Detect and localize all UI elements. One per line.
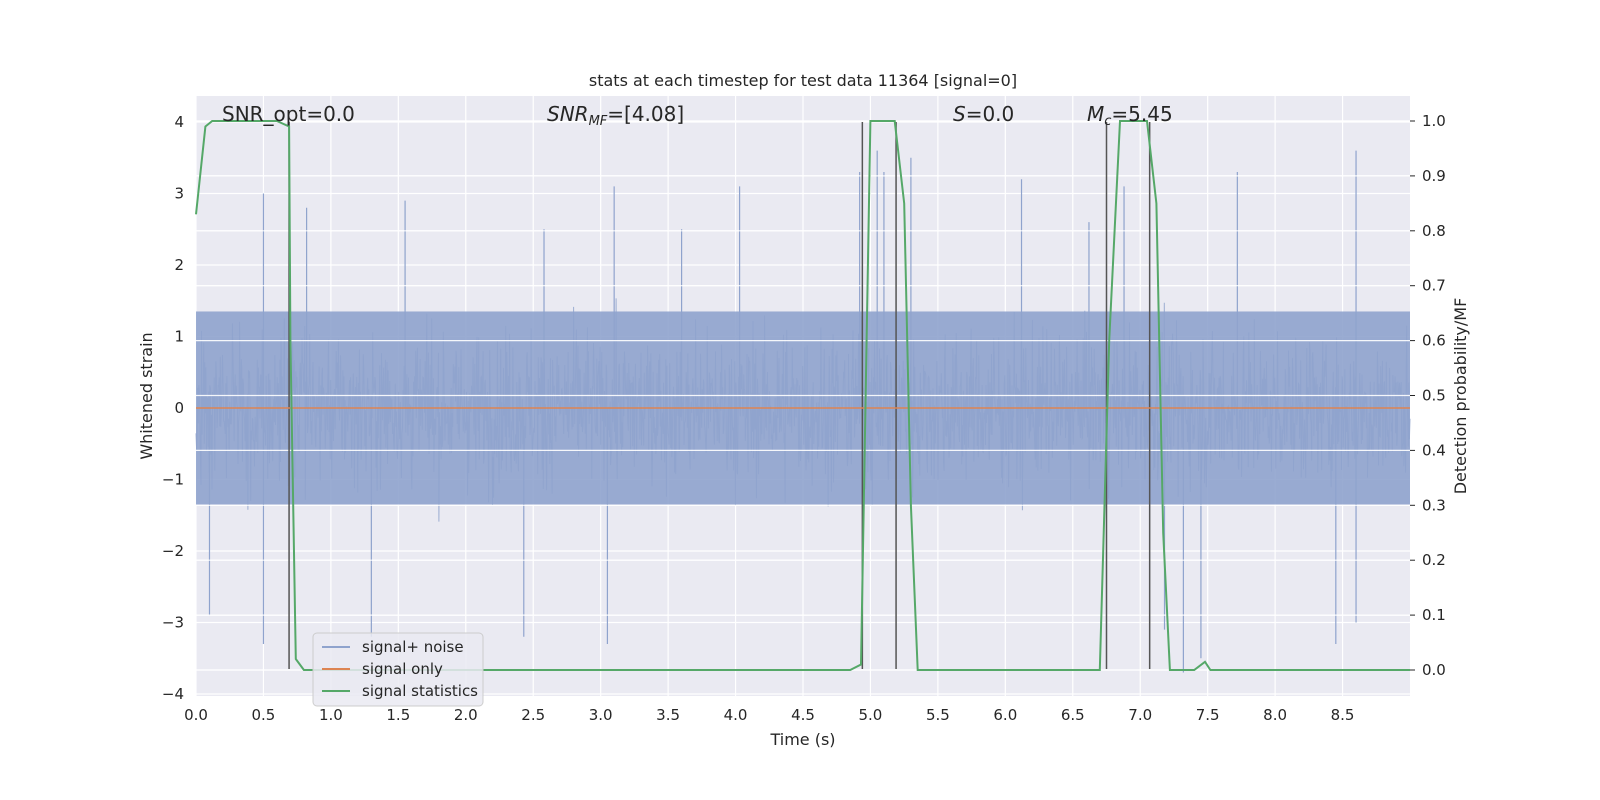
x-tick-label: 3.5 xyxy=(656,706,680,724)
x-tick-label: 7.5 xyxy=(1196,706,1220,724)
y-tick-label: 4 xyxy=(174,113,184,131)
legend-box xyxy=(312,632,484,707)
y2-tick-label: 0.5 xyxy=(1422,387,1446,405)
y2-tick-label: 0.7 xyxy=(1422,277,1446,295)
y-tick-label: 2 xyxy=(174,256,184,274)
x-tick-label: 8.5 xyxy=(1331,706,1355,724)
x-tick-label: 3.0 xyxy=(589,706,613,724)
y-axis-label: Whitened strain xyxy=(137,332,156,459)
y2-tick-label: 0.8 xyxy=(1422,222,1446,240)
legend-label-noise: signal+ noise xyxy=(362,638,464,656)
legend: signal+ noise signal only signal statist… xyxy=(312,632,484,707)
axis-ticks: 0.0 0.5 1.0 1.5 2.0 2.5 3.0 3.5 4.0 4.5 5.0 5.5 6.0 6… xyxy=(162,112,1446,724)
x-tick-label: 7.0 xyxy=(1128,706,1152,724)
x-tick-label: 6.5 xyxy=(1061,706,1085,724)
annotation-snr-mf: SNRMF=[4.08] xyxy=(547,102,684,129)
y2-tick-label: 0.6 xyxy=(1422,332,1446,350)
x-tick-label: 2.0 xyxy=(454,706,478,724)
y2-tick-label: 1.0 xyxy=(1422,112,1446,130)
x-tick-label: 8.0 xyxy=(1263,706,1287,724)
x-tick-label: 1.0 xyxy=(319,706,343,724)
y2-tick-label: 0.4 xyxy=(1422,441,1446,459)
x-tick-label: 1.5 xyxy=(386,706,410,724)
y2-axis-label: Detection probability/MF xyxy=(1451,298,1470,495)
y-tick-label: −1 xyxy=(162,471,184,489)
line-series xyxy=(195,120,1410,671)
annotation-mc: Mc=5.45 xyxy=(1087,102,1173,129)
chart-title: stats at each timestep for test data 113… xyxy=(589,71,1017,90)
x-tick-label: 6.0 xyxy=(993,706,1017,724)
x-tick-label: 4.5 xyxy=(791,706,815,724)
y-tick-label: 1 xyxy=(174,328,184,346)
x-tick-label: 5.0 xyxy=(859,706,883,724)
annotations: SNR_opt=0.0 SNRMF=[4.08] S=0.0 Mc=5.45 xyxy=(222,102,1173,129)
x-axis-label: Time (s) xyxy=(769,730,835,749)
annotation-s: S=0.0 xyxy=(953,102,1014,126)
y2-tick-label: 0.3 xyxy=(1422,496,1446,514)
y2-tick-label: 0.0 xyxy=(1422,661,1446,679)
x-tick-label: 0.5 xyxy=(252,706,276,724)
y-tick-label: −4 xyxy=(162,685,184,703)
annotation-snr-opt: SNR_opt=0.0 xyxy=(222,102,355,126)
x-tick-label: 4.0 xyxy=(724,706,748,724)
signal-statistics-line xyxy=(195,120,1410,671)
y2-tick-label: 0.2 xyxy=(1422,551,1446,569)
legend-label-signal: signal only xyxy=(362,660,443,678)
y-tick-label: −2 xyxy=(162,542,184,560)
x-tick-label: 5.5 xyxy=(926,706,950,724)
legend-label-stats: signal statistics xyxy=(362,682,478,700)
x-tick-label: 0.0 xyxy=(184,706,208,724)
y-tick-label: 0 xyxy=(174,399,184,417)
y-tick-label: −3 xyxy=(162,614,184,632)
y2-tick-label: 0.1 xyxy=(1422,606,1446,624)
x-tick-label: 2.5 xyxy=(521,706,545,724)
y2-tick-label: 0.9 xyxy=(1422,167,1446,185)
y-tick-label: 3 xyxy=(174,185,184,203)
